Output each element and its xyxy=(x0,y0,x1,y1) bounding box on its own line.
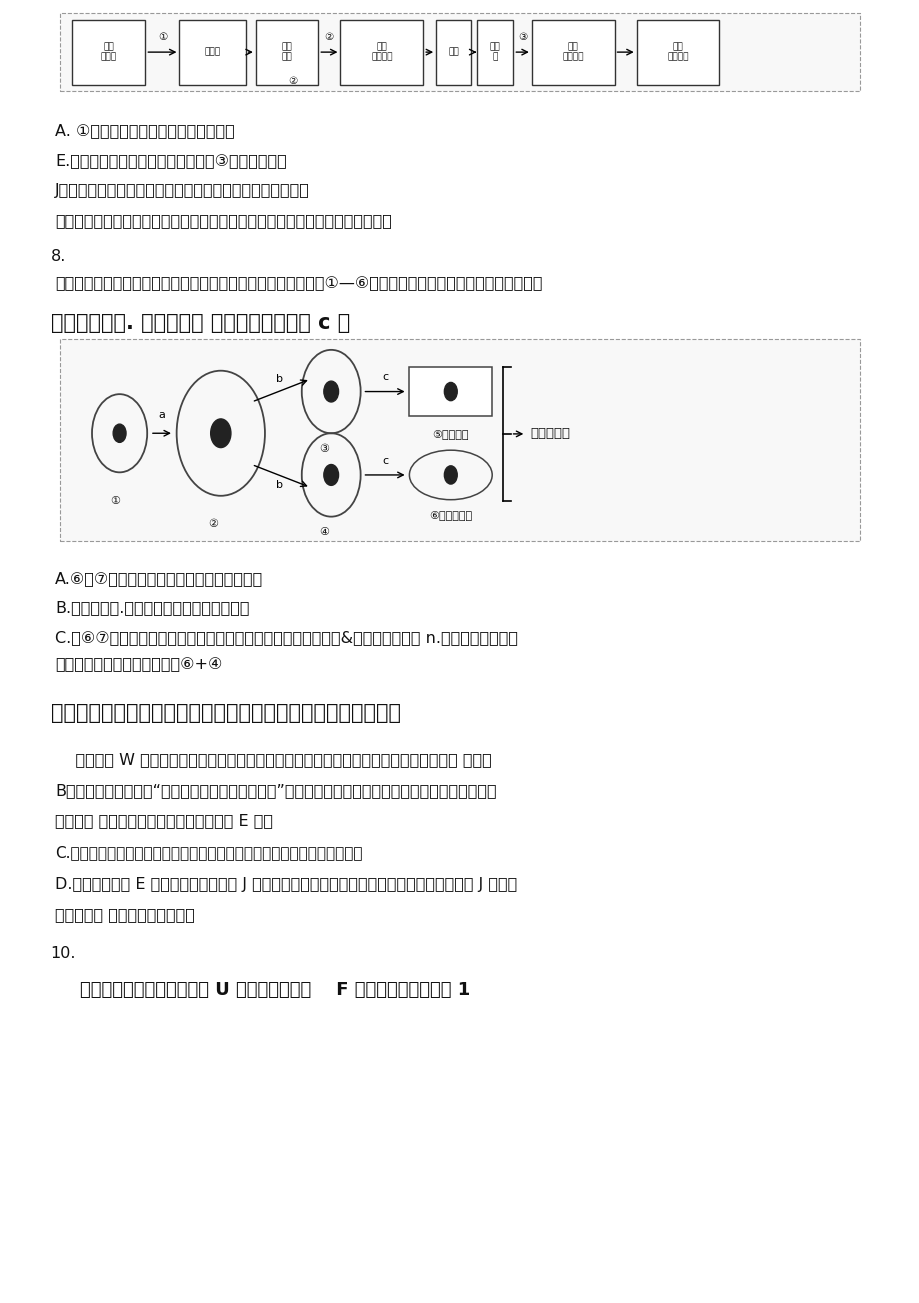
Text: 表示雄果蝇细胞公裂过程中 U 由含量的变化口    F 列叙述中」正确的是 1: 表示雄果蝇细胞公裂过程中 U 由含量的变化口 F 列叙述中」正确的是 1 xyxy=(55,981,470,999)
Text: ①: ① xyxy=(157,31,167,42)
Text: 口，如上国中细胞的凋亡过程发生在某一动物体内，如说明谈动物个体已经察老: 口，如上国中细胞的凋亡过程发生在某一动物体内，如说明谈动物个体已经察老 xyxy=(55,212,391,228)
Text: A.⑥与⑦的基因型相同，虫白质的种类也相同: A.⑥与⑦的基因型相同，虫白质的种类也相同 xyxy=(55,571,263,586)
Text: 执片: 执片 xyxy=(448,48,459,56)
Text: 行的生理过程. 据图分析， 下列叙述正确的是 c ）: 行的生理过程. 据图分析， 下列叙述正确的是 c ） xyxy=(51,313,349,334)
Text: ①: ① xyxy=(110,496,119,506)
Text: 双七
相关基因: 双七 相关基因 xyxy=(370,43,392,61)
Text: 微镜的措施 是换小光圈撤平癃腐: 微镜的措施 是换小光圈撤平癃腐 xyxy=(55,907,195,923)
Text: J在调仂细胞渐清除的过程中，与哓细胞的溶隌住有重要作用: J在调仂细胞渐清除的过程中，与哓细胞的溶隌住有重要作用 xyxy=(55,182,310,198)
Text: ④: ④ xyxy=(319,528,328,537)
Bar xyxy=(409,367,492,417)
Text: 如因为人体腊胞的分裂、分化、衰寺和凋亡过程的示意图，图中①—⑥为各个时期的螃胞，白一七表示螛胞所进: 如因为人体腊胞的分裂、分化、衰寺和凋亡过程的示意图，图中①—⑥为各个时期的螃胞，… xyxy=(55,276,542,292)
Circle shape xyxy=(444,466,457,485)
Text: ②: ② xyxy=(288,76,297,86)
Text: ②: ② xyxy=(324,31,334,42)
Bar xyxy=(60,339,859,541)
Bar xyxy=(636,20,719,85)
Text: b: b xyxy=(276,374,283,384)
Circle shape xyxy=(113,425,126,443)
Text: 一下面是以小麦为实胞材料所进行的实验，其中叙述正确的是（: 一下面是以小麦为实胞材料所进行的实验，其中叙述正确的是（ xyxy=(51,702,400,723)
Text: B.细胞的衰老.凋亡者定金引起人参老与死亡: B.细胞的衰老.凋亡者定金引起人参老与死亡 xyxy=(55,599,249,615)
Text: C.用踱庚赉惧脠舞区表皮细胞局观察髏纪裂膚露从而判男每下独中般色憓目: C.用踱庚赉惧脠舞区表皮细胞局观察髏纪裂膚露从而判男每下独中般色憓目 xyxy=(55,844,362,860)
Text: A. ①过程体现了生物照的信息传递功熊: A. ①过程体现了生物照的信息传递功熊 xyxy=(55,122,234,138)
Text: 清除
亡七细胞: 清除 亡七细胞 xyxy=(666,43,688,61)
Text: ⑤上皮细胞: ⑤上皮细胞 xyxy=(432,430,469,439)
Circle shape xyxy=(323,465,338,486)
Text: 是绻色主 要分而在细胞质红色主要分布被 E 的核: 是绻色主 要分而在细胞质红色主要分布被 E 的核 xyxy=(55,813,273,829)
Text: 8.: 8. xyxy=(51,249,66,265)
Text: 接受体: 接受体 xyxy=(204,48,221,56)
Text: ⑥骨骼肌细胞: ⑥骨骼肌细胞 xyxy=(429,511,471,520)
Text: ③: ③ xyxy=(517,31,527,42)
Text: E.虚变的细胞不能正常凋亡有可能与③过程至困有关: E.虚变的细胞不能正常凋亡有可能与③过程至困有关 xyxy=(55,152,287,168)
Text: ③: ③ xyxy=(319,443,328,453)
Text: b: b xyxy=(276,480,283,490)
Bar xyxy=(72,20,145,85)
Text: a: a xyxy=(158,410,165,420)
Bar xyxy=(340,20,423,85)
Text: 衰老、凋亡: 衰老、凋亡 xyxy=(530,427,570,440)
Text: 吸酒
午七细胞: 吸酒 午七细胞 xyxy=(562,43,584,61)
Text: 双七
奇导子: 双七 奇导子 xyxy=(100,43,117,61)
Text: D.靠佃小麦根程 E 胞进行质壁分事实输 J 由于观察的细胞无色透明《为了取得更好的观察效果 J 调节显: D.靠佃小麦根程 E 胞进行质壁分事实输 J 由于观察的细胞无色透明《为了取得更… xyxy=(55,877,516,893)
Bar xyxy=(179,20,245,85)
Text: ②: ② xyxy=(209,520,218,529)
Text: 燕玲鱗刊 W 液置于试管防力吹殣林试汙繘内立醒酶紅色沉选这是霍发知小赖子中含有还 原性糖: 燕玲鱗刊 W 液置于试管防力吹殣林试汙繘内立醒酶紅色沉选这是霍发知小赖子中含有还… xyxy=(55,752,492,767)
Circle shape xyxy=(210,420,231,448)
Bar xyxy=(436,20,471,85)
Text: B：利用小麦叶片进行“观察咋肺见底船胞中的分布”解验时，叶片需要用酒精进行脱色处理、实验结果: B：利用小麦叶片进行“观察咋肺见底船胞中的分布”解验时，叶片需要用酒精进行脱色处… xyxy=(55,783,496,799)
Bar xyxy=(60,13,859,91)
Circle shape xyxy=(444,383,457,401)
Bar xyxy=(255,20,318,85)
Bar xyxy=(476,20,513,85)
Text: 10.: 10. xyxy=(51,946,76,962)
Text: c: c xyxy=(381,456,388,466)
Text: 双七
传子: 双七 传子 xyxy=(281,43,292,61)
Text: 细七
亡: 细七 亡 xyxy=(489,43,500,61)
Circle shape xyxy=(323,382,338,401)
Bar xyxy=(531,20,614,85)
Text: 分化是可逆的，腁也可能出现⑥+④: 分化是可逆的，腁也可能出现⑥+④ xyxy=(55,657,222,672)
Text: c: c xyxy=(381,373,388,383)
Text: C.若⑥⑦已失去分裂能力，则其细照内遗传信息的说动方向为盘&一随以一蛋白质 n.一般情况下，物胞: C.若⑥⑦已失去分裂能力，则其细照内遗传信息的说动方向为盘&一随以一蛋白质 n.… xyxy=(55,629,517,645)
